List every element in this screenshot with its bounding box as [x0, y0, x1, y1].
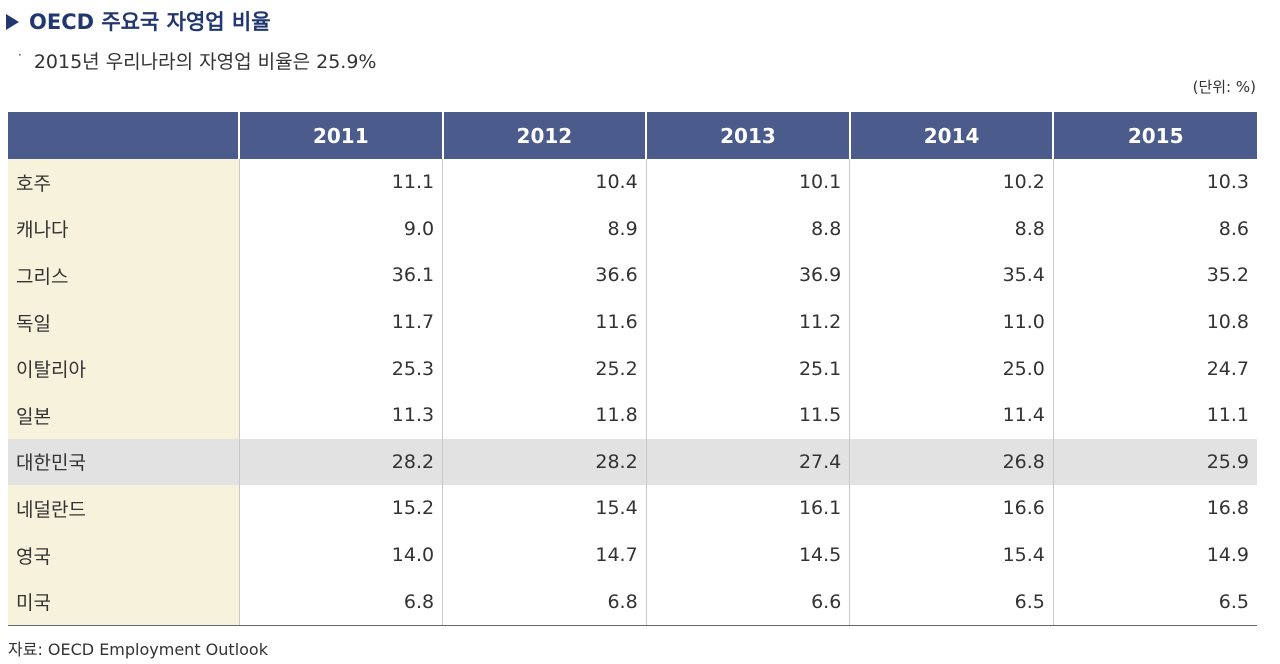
value-cell: 8.9	[442, 205, 647, 253]
value-cell: 25.3	[238, 345, 443, 392]
country-cell: 일본	[8, 391, 239, 439]
country-cell: 독일	[8, 298, 239, 346]
summary-text: 2015년 우리나라의 자영업 비율은 25.9%	[33, 50, 377, 73]
value-cell: 10.3	[1052, 159, 1257, 206]
header-year-cell: 2012	[441, 112, 647, 159]
value-cell: 11.2	[645, 298, 850, 346]
value-cell: 25.2	[442, 345, 647, 392]
value-cell: 11.7	[238, 298, 443, 346]
value-cell: 11.0	[849, 298, 1054, 346]
value-cell: 10.1	[645, 159, 850, 206]
value-cell: 10.4	[442, 159, 647, 206]
value-cell: 26.8	[849, 438, 1054, 486]
header-year-cell: 2014	[848, 112, 1054, 159]
value-cell: 16.1	[645, 485, 850, 532]
value-cell: 10.2	[849, 159, 1054, 206]
country-cell: 캐나다	[8, 205, 239, 253]
table-row: 일본 11.3 11.8 11.5 11.4 11.1	[8, 391, 1257, 439]
unit-label: (단위: %)	[1192, 78, 1256, 96]
value-cell: 6.5	[849, 578, 1054, 626]
value-cell: 6.6	[645, 578, 850, 626]
country-cell: 이탈리아	[8, 345, 239, 392]
value-cell: 15.4	[849, 531, 1054, 579]
value-cell: 11.8	[442, 391, 647, 439]
value-cell: 36.6	[442, 252, 647, 299]
value-cell: 36.9	[645, 252, 850, 299]
value-cell: 25.1	[645, 345, 850, 392]
self-employment-table: 2011 2012 2013 2014 2015 호주 11.1 10.4 10.1 10.2 1…	[8, 112, 1257, 626]
header-year-cell: 2013	[645, 112, 850, 159]
value-cell: 11.1	[238, 159, 443, 206]
section-title-text: OECD 주요국 자영업 비율	[29, 10, 271, 34]
table-header: 2011 2012 2013 2014 2015	[8, 112, 1257, 159]
value-cell: 9.0	[238, 205, 443, 253]
value-cell: 6.5	[1052, 578, 1257, 626]
section-title: OECD 주요국 자영업 비율	[6, 6, 271, 36]
header-corner-cell	[8, 112, 239, 159]
triangle-bullet-icon	[6, 13, 19, 30]
value-cell: 25.9	[1052, 438, 1257, 486]
table-row: 호주 11.1 10.4 10.1 10.2 10.3	[8, 159, 1257, 206]
value-cell: 35.2	[1052, 252, 1257, 299]
country-cell: 호주	[8, 159, 239, 206]
summary-line: · 2015년 우리나라의 자영업 비율은 25.9%	[18, 46, 376, 74]
value-cell: 11.4	[849, 391, 1054, 439]
value-cell: 16.6	[849, 485, 1054, 532]
country-cell: 그리스	[8, 252, 239, 299]
country-cell: 영국	[8, 531, 239, 579]
value-cell: 15.2	[238, 485, 443, 532]
value-cell: 11.5	[645, 391, 850, 439]
value-cell: 28.2	[442, 438, 647, 486]
value-cell: 10.8	[1052, 298, 1257, 346]
value-cell: 15.4	[442, 485, 647, 532]
table-row: 이탈리아 25.3 25.2 25.1 25.0 24.7	[8, 345, 1257, 392]
value-cell: 6.8	[238, 578, 443, 626]
value-cell: 36.1	[238, 252, 443, 299]
value-cell: 28.2	[238, 438, 443, 486]
table-row: 네덜란드 15.2 15.4 16.1 16.6 16.8	[8, 485, 1257, 532]
value-cell: 14.9	[1052, 531, 1257, 579]
value-cell: 11.6	[442, 298, 647, 346]
table-row: 영국 14.0 14.7 14.5 15.4 14.9	[8, 531, 1257, 579]
value-cell: 11.1	[1052, 391, 1257, 439]
value-cell: 27.4	[645, 438, 850, 486]
header-year-cell: 2015	[1052, 112, 1257, 159]
value-cell: 8.6	[1052, 205, 1257, 253]
value-cell: 35.4	[849, 252, 1054, 299]
table-row: 미국 6.8 6.8 6.6 6.5 6.5	[8, 578, 1257, 626]
country-cell: 미국	[8, 578, 239, 626]
table-row: 대한민국 28.2 28.2 27.4 26.8 25.9	[8, 438, 1257, 486]
value-cell: 14.0	[238, 531, 443, 579]
value-cell: 16.8	[1052, 485, 1257, 532]
value-cell: 6.8	[442, 578, 647, 626]
value-cell: 8.8	[645, 205, 850, 253]
value-cell: 14.5	[645, 531, 850, 579]
table-row: 그리스 36.1 36.6 36.9 35.4 35.2	[8, 252, 1257, 299]
table-body: 호주 11.1 10.4 10.1 10.2 10.3 캐나다 9.0 8.9 8.8 8.8 8.6…	[8, 159, 1257, 626]
value-cell: 14.7	[442, 531, 647, 579]
value-cell: 8.8	[849, 205, 1054, 253]
header-year-cell: 2011	[238, 112, 443, 159]
header-row: 2011 2012 2013 2014 2015	[8, 112, 1257, 159]
value-cell: 25.0	[849, 345, 1054, 392]
bullet-dot: ·	[18, 48, 22, 62]
table-row: 캐나다 9.0 8.9 8.8 8.8 8.6	[8, 205, 1257, 253]
value-cell: 11.3	[238, 391, 443, 439]
table-row: 독일 11.7 11.6 11.2 11.0 10.8	[8, 298, 1257, 346]
source-note: 자료: OECD Employment Outlook	[8, 640, 268, 659]
country-cell: 네덜란드	[8, 485, 239, 532]
value-cell: 24.7	[1052, 345, 1257, 392]
country-cell: 대한민국	[8, 438, 239, 486]
